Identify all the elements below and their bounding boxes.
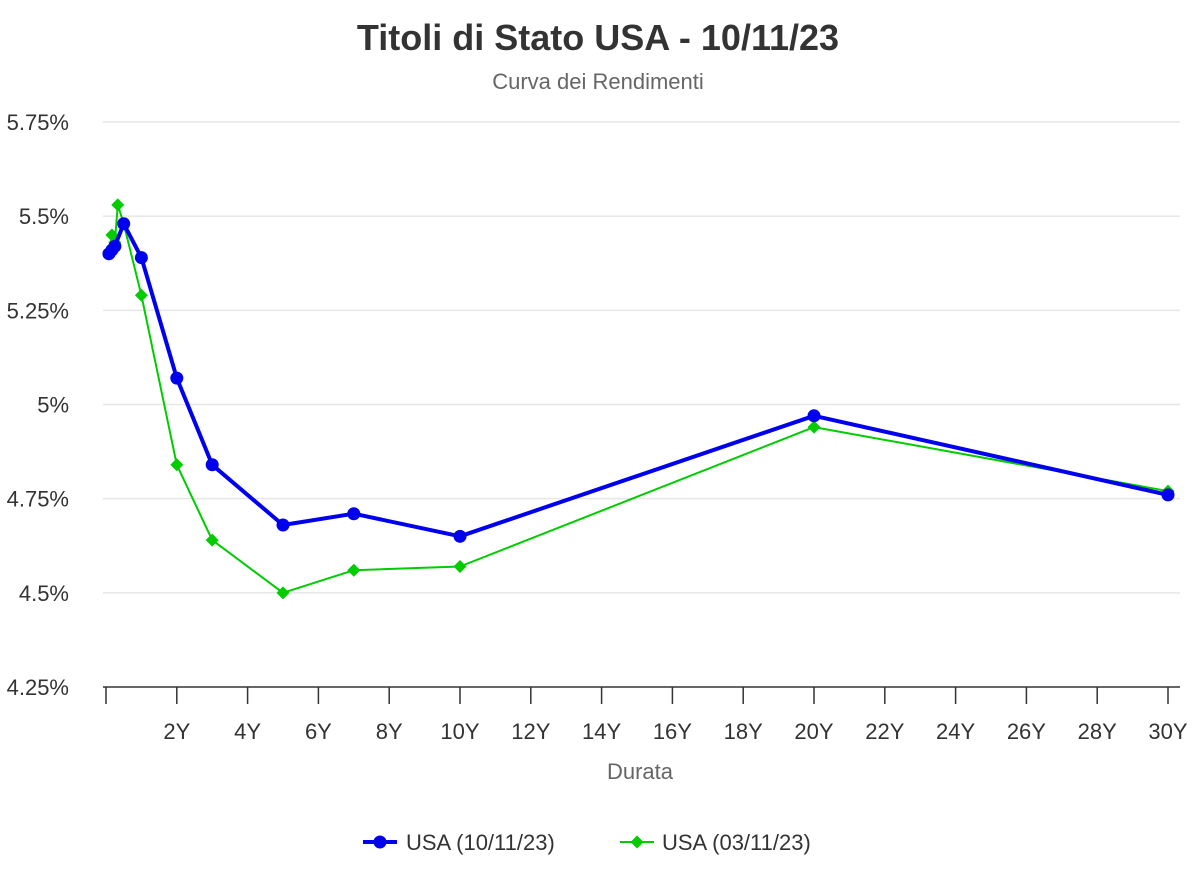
data-point	[205, 533, 219, 547]
data-point	[453, 559, 467, 573]
x-tick-label: 20Y	[794, 719, 833, 744]
series-line	[106, 221, 1170, 539]
y-tick-label: 4.25%	[7, 675, 69, 700]
x-axis-title: Durata	[607, 759, 674, 784]
y-tick-label: 4.5%	[19, 581, 69, 606]
legend-label: USA (03/11/23)	[662, 830, 811, 855]
data-point	[205, 458, 219, 472]
chart-subtitle: Curva dei Rendimenti	[492, 69, 704, 94]
data-point	[276, 518, 290, 532]
x-axis: 2Y 4Y 6Y 8Y 10Y 12Y 14Y 16Y 18Y 20Y 22Y 24Y 26Y 28Y 30…	[103, 686, 1188, 744]
legend-item[interactable]: USA (03/11/23)	[620, 830, 811, 855]
x-tick-label: 30Y	[1148, 719, 1187, 744]
data-point	[134, 251, 148, 265]
legend: USA (10/11/23) USA (03/11/23)	[363, 830, 811, 855]
series-line	[107, 203, 1169, 594]
data-point	[807, 420, 821, 434]
x-tick-label: 8Y	[376, 719, 403, 744]
x-tick-label: 28Y	[1078, 719, 1117, 744]
x-tick-label: 4Y	[234, 719, 261, 744]
legend-item[interactable]: USA (10/11/23)	[363, 830, 555, 855]
x-tick-label: 24Y	[936, 719, 975, 744]
series-layer	[102, 198, 1175, 600]
x-tick-label: 16Y	[653, 719, 692, 744]
series-2	[102, 198, 1175, 600]
y-tick-label: 5%	[37, 393, 69, 418]
data-point	[108, 239, 122, 253]
data-point	[111, 198, 125, 212]
y-tick-label: 5.5%	[19, 204, 69, 229]
data-point	[117, 217, 131, 231]
legend-label: USA (10/11/23)	[406, 830, 555, 855]
data-point	[170, 458, 184, 472]
y-axis-labels: 5.75% 5.5% 5.25% 5% 4.75% 4.5% 4.25%	[7, 110, 69, 700]
x-tick-label: 14Y	[582, 719, 621, 744]
x-tick-label: 12Y	[511, 719, 550, 744]
x-tick-label: 26Y	[1007, 719, 1046, 744]
grid-lines	[103, 121, 1180, 594]
y-tick-label: 5.25%	[7, 298, 69, 323]
x-tick-label: 10Y	[440, 719, 479, 744]
x-tick-label: 2Y	[163, 719, 190, 744]
data-point	[170, 371, 184, 385]
data-point	[276, 586, 290, 600]
chart-title: Titoli di Stato USA - 10/11/23	[357, 17, 839, 58]
y-tick-label: 5.75%	[7, 110, 69, 135]
data-point	[453, 529, 467, 543]
data-point	[347, 507, 361, 521]
x-tick-label: 6Y	[305, 719, 332, 744]
data-point	[1161, 488, 1175, 502]
legend-marker	[373, 835, 387, 849]
x-tick-label: 18Y	[724, 719, 763, 744]
data-point	[347, 563, 361, 577]
data-point	[807, 409, 821, 423]
legend-marker	[630, 835, 644, 849]
x-tick-label: 22Y	[865, 719, 904, 744]
data-point	[134, 288, 148, 302]
series-1	[102, 217, 1175, 543]
y-tick-label: 4.75%	[7, 487, 69, 512]
